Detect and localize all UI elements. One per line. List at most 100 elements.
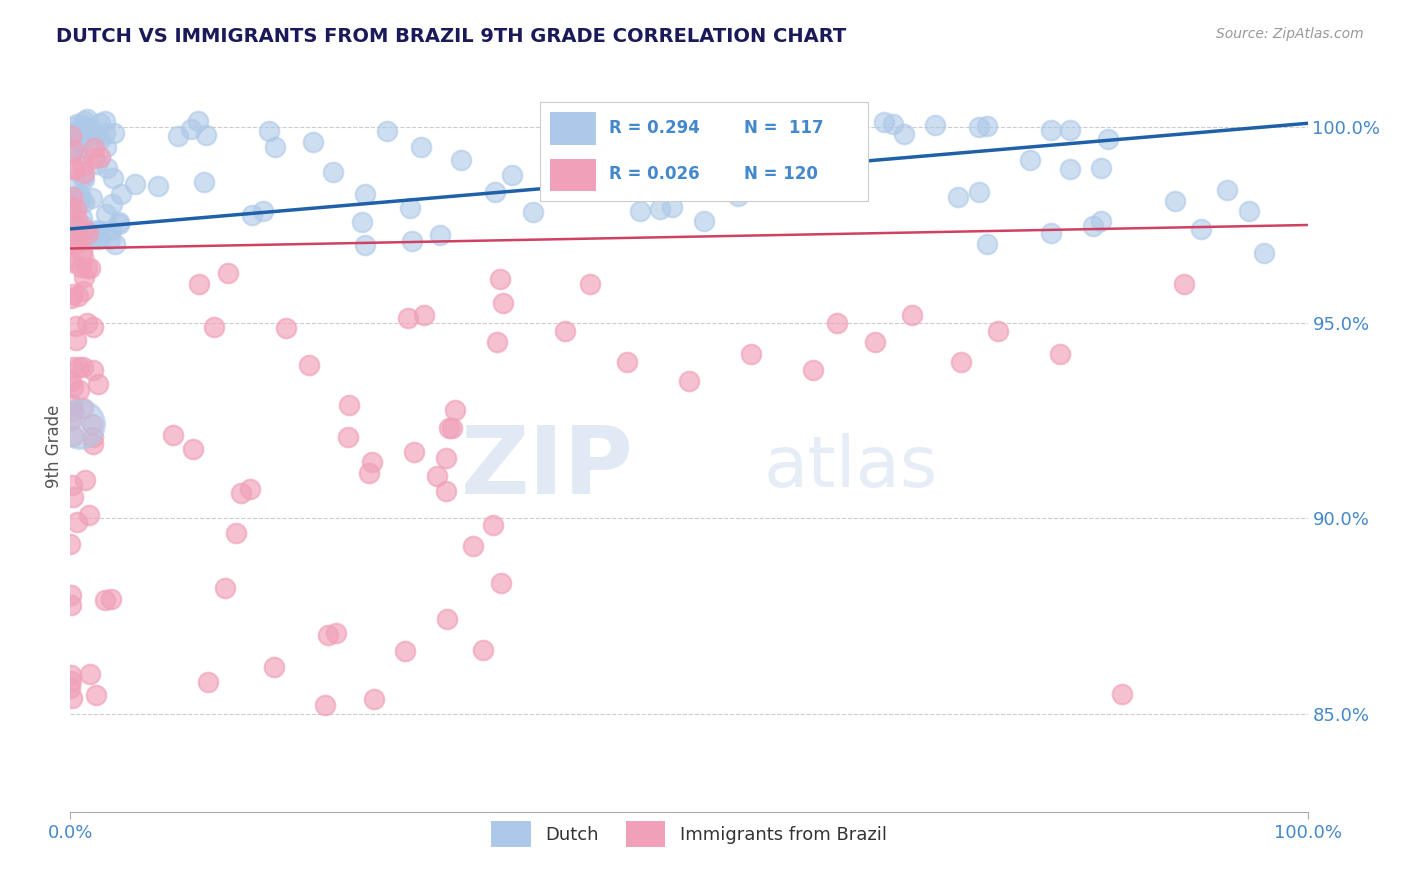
Point [579,277,602,291]
Point [82,430,104,444]
Point [70,159,93,173]
Point [69,417,91,432]
Point [735,173,758,187]
Point [100,591,122,606]
Point [107,214,129,228]
Point [969,185,991,199]
Point [1090,161,1112,175]
Point [94,113,117,128]
Point [1216,183,1239,197]
Point [167,128,190,143]
Point [66,231,89,245]
Point [263,660,285,674]
Point [60,239,83,253]
Point [72,284,94,298]
Point [80,226,103,240]
Point [86,223,108,237]
Point [661,200,683,214]
Point [67,383,90,397]
Point [1090,213,1112,227]
Point [197,674,219,689]
Point [375,124,398,138]
Point [66,200,89,214]
Point [214,581,236,595]
Point [65,161,87,176]
Point [225,526,247,541]
Point [59,668,82,682]
Point [83,141,105,155]
Point [180,122,202,136]
Point [242,208,264,222]
Point [967,120,990,135]
Point [399,201,422,215]
Point [100,223,122,237]
Point [60,218,83,232]
Point [73,195,96,210]
Point [62,286,84,301]
Point [60,220,83,235]
Point [66,211,89,226]
Point [72,170,94,185]
Point [482,517,505,532]
Point [75,223,97,237]
Point [93,126,115,140]
Point [62,429,84,443]
Point [429,227,451,242]
Point [436,611,458,625]
Point [80,417,103,431]
Point [72,244,94,258]
Point [60,674,83,689]
Point [101,196,124,211]
Point [72,401,94,415]
Point [707,153,730,167]
Point [69,187,91,202]
Point [60,398,83,412]
Point [693,213,716,227]
Point [188,277,211,292]
Point [1040,226,1063,240]
Point [489,271,512,285]
Point [472,642,495,657]
Point [1059,123,1081,137]
Point [66,515,89,529]
Point [489,575,512,590]
Point [96,140,118,154]
Point [59,291,82,305]
Point [863,335,886,350]
Point [82,437,104,451]
Point [79,667,101,681]
Point [1173,277,1195,291]
Point [950,355,973,369]
Point [948,190,970,204]
Point [239,483,262,497]
Point [89,116,111,130]
Point [96,161,118,176]
Point [60,129,83,144]
Point [77,508,100,522]
Point [89,224,111,238]
Point [678,375,700,389]
Point [79,128,101,142]
Point [426,469,449,483]
Point [1097,132,1119,146]
Point [1111,687,1133,701]
Point [60,374,83,388]
Point [60,192,83,206]
Point [1189,221,1212,235]
Point [101,171,124,186]
Point [402,445,425,459]
Point [298,358,321,372]
Point [63,125,86,139]
Point [73,473,96,487]
Point [65,319,87,334]
Point [643,137,665,152]
Point [63,174,86,188]
Point [873,115,896,129]
Point [1049,347,1071,361]
Point [62,360,84,375]
Point [361,455,384,469]
Point [82,319,104,334]
Point [73,270,96,285]
Point [882,117,904,131]
Point [616,355,638,369]
